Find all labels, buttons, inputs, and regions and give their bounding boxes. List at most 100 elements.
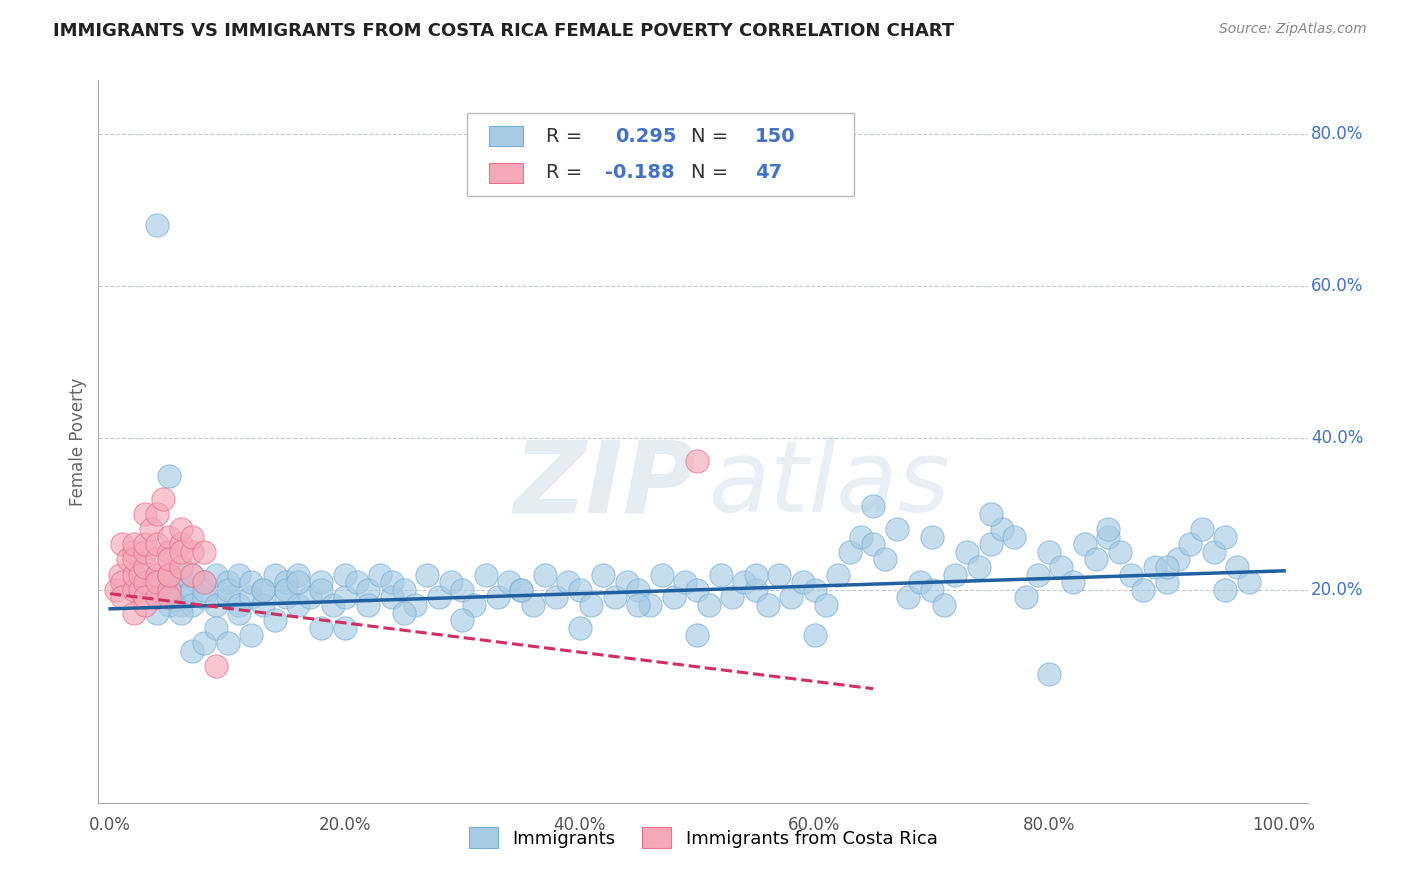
Point (204, 598, 226, 612)
Point (228, 598, 250, 612)
Point (240, 628, 263, 642)
Point (181, 530, 204, 544)
Point (240, 591, 263, 605)
Point (862, 537, 884, 551)
Point (1097, 522, 1119, 536)
Point (157, 582, 180, 597)
Point (298, 591, 321, 605)
Point (128, 582, 150, 597)
Text: IMMIGRANTS VS IMMIGRANTS FROM COSTA RICA FEMALE POVERTY CORRELATION CHART: IMMIGRANTS VS IMMIGRANTS FROM COSTA RICA… (53, 22, 955, 40)
Point (333, 567, 356, 582)
Point (745, 582, 768, 597)
Point (122, 567, 145, 582)
Point (1002, 530, 1025, 544)
Point (1167, 552, 1189, 566)
Point (169, 567, 191, 582)
Point (146, 507, 169, 521)
Point (404, 598, 426, 612)
Point (146, 567, 169, 582)
Point (263, 613, 285, 627)
Point (333, 591, 356, 605)
Point (287, 598, 309, 612)
Point (1132, 582, 1154, 597)
Point (346, 575, 368, 590)
Point (603, 591, 626, 605)
Point (134, 591, 156, 605)
Point (204, 621, 226, 635)
Point (1073, 537, 1095, 551)
Point (862, 499, 884, 513)
Point (152, 491, 174, 506)
Point (181, 567, 204, 582)
Point (146, 537, 169, 551)
Text: 60.0%: 60.0% (1312, 277, 1364, 294)
Point (169, 598, 191, 612)
Point (357, 598, 380, 612)
Point (111, 591, 134, 605)
Point (276, 582, 298, 597)
Point (193, 582, 215, 597)
Point (252, 598, 274, 612)
Point (873, 552, 896, 566)
Point (1108, 545, 1130, 559)
Point (1215, 530, 1237, 544)
Point (134, 537, 156, 551)
Point (686, 582, 709, 597)
Point (122, 537, 145, 551)
FancyBboxPatch shape (489, 126, 523, 146)
Point (756, 598, 779, 612)
Point (357, 582, 380, 597)
Point (368, 567, 391, 582)
Text: -0.188: -0.188 (605, 163, 675, 182)
Point (111, 575, 134, 590)
FancyBboxPatch shape (489, 162, 523, 183)
Point (627, 598, 650, 612)
Point (311, 621, 333, 635)
Point (932, 598, 955, 612)
Point (252, 582, 274, 597)
Point (204, 567, 226, 582)
Point (157, 567, 180, 582)
Point (134, 575, 156, 590)
Point (169, 522, 191, 536)
Point (673, 575, 696, 590)
Point (117, 552, 139, 566)
Point (169, 560, 191, 574)
Point (921, 530, 943, 544)
Point (169, 537, 191, 551)
Point (141, 522, 163, 536)
Point (146, 552, 169, 566)
Point (616, 575, 638, 590)
Point (980, 537, 1002, 551)
Point (1226, 560, 1249, 574)
Point (122, 582, 145, 597)
Point (1156, 575, 1178, 590)
Point (181, 643, 204, 657)
Point (134, 598, 156, 612)
Point (146, 606, 169, 620)
Text: 20.0%: 20.0% (1312, 581, 1364, 599)
Point (333, 621, 356, 635)
Point (252, 582, 274, 597)
Point (427, 591, 450, 605)
Point (557, 575, 579, 590)
Point (991, 522, 1014, 536)
Point (792, 575, 814, 590)
Point (686, 628, 709, 642)
Point (392, 582, 415, 597)
Point (157, 591, 180, 605)
Point (498, 575, 520, 590)
Text: atlas: atlas (709, 436, 950, 533)
Point (105, 582, 128, 597)
Point (686, 453, 709, 467)
Point (803, 628, 825, 642)
Text: Source: ZipAtlas.com: Source: ZipAtlas.com (1219, 22, 1367, 37)
Point (157, 468, 180, 483)
Point (815, 598, 838, 612)
Point (838, 545, 860, 559)
Point (108, 567, 131, 582)
Point (980, 507, 1002, 521)
Point (546, 591, 568, 605)
Legend: Immigrants, Immigrants from Costa Rica: Immigrants, Immigrants from Costa Rica (461, 820, 945, 855)
Point (522, 598, 544, 612)
